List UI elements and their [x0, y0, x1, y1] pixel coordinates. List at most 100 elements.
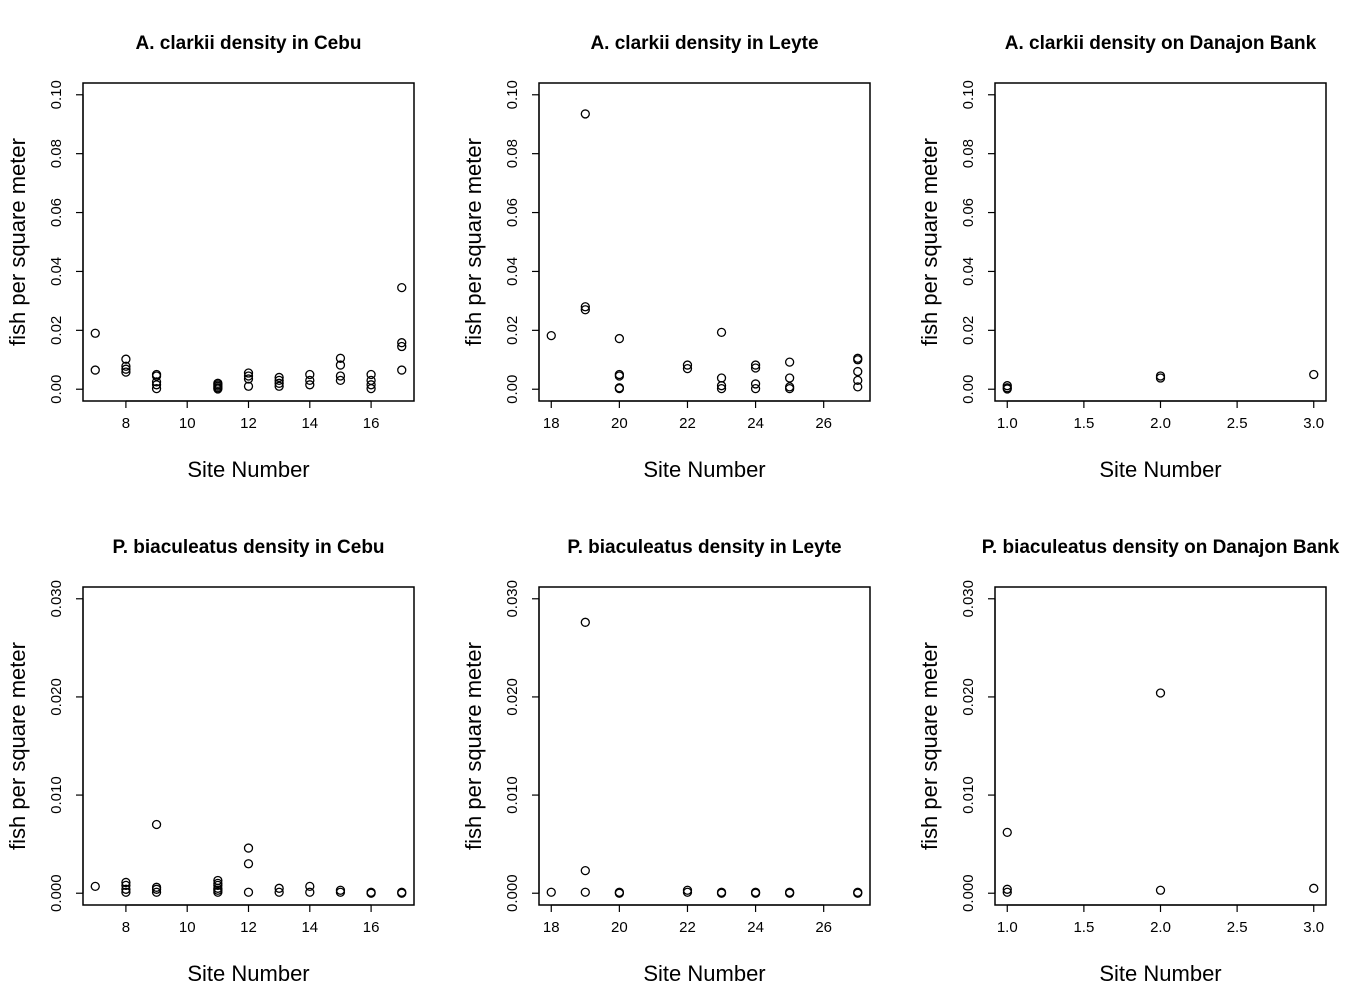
data-point — [1155, 373, 1166, 383]
y-tick-label: 0.02 — [504, 316, 521, 345]
plot-frame — [538, 586, 871, 906]
y-tick-label: 0.00 — [960, 375, 977, 404]
x-tick-label: 26 — [815, 919, 832, 936]
data-point — [243, 371, 254, 381]
y-tick-label: 0.10 — [504, 80, 521, 109]
plot-frame — [994, 586, 1327, 906]
panel-title: A. clarkii density in Cebu — [136, 33, 362, 54]
x-tick-label: 26 — [815, 415, 832, 432]
data-point — [213, 880, 223, 891]
x-tick-label: 8 — [122, 919, 130, 936]
panel-1: A. clarkii density in Cebu 8 10 12 14 16 0.00 0… — [5, 33, 415, 482]
data-point — [274, 375, 284, 386]
data-point — [90, 328, 100, 338]
y-tick-label: 0.04 — [960, 257, 977, 286]
x-tick-label: 1.5 — [1073, 415, 1094, 432]
data-point — [335, 887, 346, 897]
data-point — [121, 880, 131, 891]
y-axis-label: fish per square meter — [917, 138, 942, 346]
data-point — [853, 382, 863, 392]
data-point — [580, 109, 590, 119]
data-point — [151, 380, 162, 390]
y-tick-label: 0.04 — [504, 257, 521, 286]
plot-frame — [82, 586, 415, 906]
data-point — [784, 357, 795, 367]
data-point — [274, 381, 284, 391]
x-tick-label: 22 — [679, 919, 696, 936]
data-point — [151, 371, 162, 381]
data-point — [121, 877, 131, 888]
y-axis-label: fish per square meter — [917, 642, 942, 850]
x-tick-label: 14 — [301, 919, 318, 936]
x-tick-label: 22 — [679, 415, 696, 432]
data-point — [853, 375, 863, 386]
panel-5: P. biaculeatus density in Leyte 18 20 22 24 2… — [461, 537, 871, 986]
data-point — [274, 372, 284, 383]
data-point — [853, 888, 863, 898]
x-axis-label: Site Number — [1099, 961, 1221, 986]
x-tick-label: 3.0 — [1303, 415, 1324, 432]
y-tick-label: 0.08 — [48, 139, 65, 168]
y-tick-label: 0.10 — [48, 80, 65, 109]
data-point — [366, 888, 376, 898]
data-point — [716, 381, 727, 391]
data-point — [1309, 369, 1319, 380]
y-tick-label: 0.000 — [504, 874, 521, 912]
x-tick-label: 1.0 — [997, 415, 1018, 432]
data-point — [397, 365, 407, 375]
data-point — [853, 355, 863, 365]
data-point — [335, 360, 346, 370]
x-tick-label: 12 — [240, 919, 257, 936]
data-point — [750, 360, 761, 370]
data-point — [750, 888, 761, 898]
data-point — [580, 305, 590, 315]
y-tick-label: 0.06 — [504, 198, 521, 227]
data-point — [335, 371, 346, 381]
x-axis-label: Site Number — [1099, 457, 1221, 482]
y-tick-label: 0.08 — [504, 139, 521, 168]
data-point — [90, 881, 100, 892]
x-tick-label: 2.5 — [1227, 919, 1248, 936]
data-point — [1002, 887, 1012, 897]
data-point — [716, 888, 727, 898]
y-tick-label: 0.06 — [48, 198, 65, 227]
data-point — [90, 365, 100, 375]
data-point — [397, 282, 407, 293]
y-axis-label: fish per square meter — [5, 642, 30, 850]
data-point — [1002, 884, 1012, 894]
y-tick-label: 0.010 — [960, 776, 977, 814]
data-point — [784, 383, 795, 394]
plot-frame — [994, 82, 1327, 402]
data-point — [750, 363, 761, 373]
x-axis-label: Site Number — [187, 961, 309, 986]
y-tick-label: 0.08 — [960, 139, 977, 168]
x-tick-label: 10 — [179, 919, 196, 936]
data-point — [1155, 688, 1166, 698]
x-tick-label: 24 — [747, 415, 764, 432]
panel-2: A. clarkii density in Leyte 18 20 22 24 26 0.0… — [461, 33, 871, 482]
data-point — [213, 384, 223, 394]
data-point — [580, 887, 590, 897]
data-point — [335, 353, 346, 363]
x-axis-label: Site Number — [643, 961, 765, 986]
data-point — [1002, 384, 1012, 394]
data-point — [213, 887, 223, 897]
y-tick-label: 0.030 — [48, 580, 65, 618]
data-point — [121, 367, 131, 377]
y-tick-label: 0.010 — [504, 776, 521, 814]
x-tick-label: 16 — [363, 415, 380, 432]
data-point — [614, 383, 625, 394]
data-point — [151, 819, 162, 830]
plot-frame — [82, 82, 415, 402]
y-tick-label: 0.000 — [48, 874, 65, 912]
data-point — [121, 361, 131, 371]
data-point — [366, 380, 376, 390]
data-point — [580, 302, 590, 312]
x-tick-label: 24 — [747, 919, 764, 936]
data-point — [682, 887, 693, 897]
data-point — [151, 377, 162, 387]
data-point — [580, 865, 590, 876]
data-point — [305, 887, 315, 897]
data-point — [151, 383, 162, 394]
data-point — [750, 383, 761, 394]
